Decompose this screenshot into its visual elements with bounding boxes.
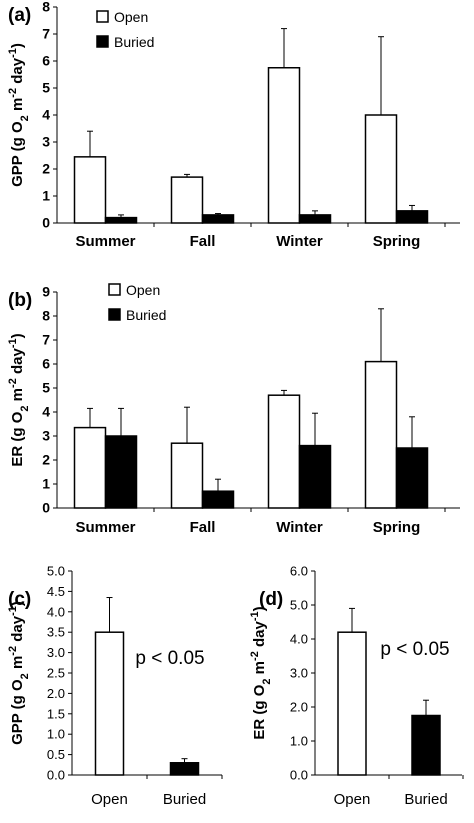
x-tick-label: Open bbox=[334, 791, 371, 808]
y-tick-label: 0.0 bbox=[290, 768, 308, 783]
y-tick-label: 6 bbox=[42, 356, 50, 372]
y-tick-label: 3.0 bbox=[290, 666, 308, 681]
y-tick-label: 6.0 bbox=[290, 564, 308, 579]
legend-label: Buried bbox=[126, 307, 166, 323]
y-tick-label: 5.0 bbox=[47, 564, 65, 579]
bar-open-spring bbox=[364, 114, 398, 224]
y-tick-label: 0.0 bbox=[47, 768, 65, 783]
x-tick-label: Winter bbox=[276, 233, 323, 250]
y-axis-title: ER (g O2 m-2 day-1) bbox=[249, 606, 273, 739]
y-tick-label: 1.5 bbox=[47, 706, 65, 721]
bar-buried-summer bbox=[104, 435, 138, 509]
bar-buried-fall bbox=[201, 490, 235, 509]
y-tick-label: 4 bbox=[42, 107, 50, 123]
y-tick-label: 3.0 bbox=[47, 645, 65, 660]
y-tick-label: 2.5 bbox=[47, 666, 65, 681]
y-tick-label: 7 bbox=[42, 26, 50, 42]
y-tick-label: 9 bbox=[42, 284, 50, 300]
y-tick-label: 5.0 bbox=[290, 598, 308, 613]
y-tick-label: 4 bbox=[42, 404, 50, 420]
bar-open bbox=[94, 631, 125, 776]
x-tick-label: Summer bbox=[75, 233, 135, 250]
bar-open-fall bbox=[170, 442, 204, 509]
bar-buried-spring bbox=[395, 447, 429, 509]
y-tick-label: 1 bbox=[42, 476, 50, 492]
legend-swatch-buried bbox=[96, 35, 109, 48]
legend-label: Open bbox=[126, 282, 160, 298]
x-tick-label: Buried bbox=[163, 791, 206, 808]
bar-buried bbox=[411, 714, 441, 776]
bar-open-winter bbox=[267, 67, 301, 224]
x-tick-label: Spring bbox=[373, 519, 421, 536]
y-axis-title: GPP (g O2 m-2 day-1) bbox=[7, 601, 31, 745]
chart-panel-2: (b) 0 1 2 3 4 5 6 7 8 9 Summer Fall Winter Spring Open B… bbox=[8, 282, 460, 536]
bar-open bbox=[337, 631, 367, 776]
y-tick-label: 4.0 bbox=[290, 632, 308, 647]
y-tick-label: 3 bbox=[42, 134, 50, 150]
y-tick-label: 7 bbox=[42, 332, 50, 348]
x-tick-label: Open bbox=[91, 791, 128, 808]
x-tick-label: Fall bbox=[190, 519, 216, 536]
bar-open-summer bbox=[73, 426, 107, 509]
panel-label: (d) bbox=[259, 589, 283, 610]
y-tick-label: 2.0 bbox=[290, 700, 308, 715]
chart-panel-1: (a) 0 1 2 3 4 5 6 7 8 Summer Fall Winter Spring Open Bu… bbox=[8, 0, 460, 250]
x-tick-label: Fall bbox=[190, 233, 216, 250]
legend-swatch-open bbox=[108, 283, 121, 296]
y-tick-label: 1.0 bbox=[290, 734, 308, 749]
panel-label: (c) bbox=[8, 589, 31, 610]
bar-buried-winter bbox=[298, 214, 332, 224]
legend-label: Open bbox=[114, 9, 148, 25]
panel-label: (b) bbox=[8, 290, 32, 311]
chart-panel-4: (d) 0.0 1.0 2.0 3.0 4.0 5.0 6.0 Open Buried p < 0.… bbox=[259, 564, 464, 808]
y-tick-label: 8 bbox=[42, 308, 50, 324]
x-tick-label: Summer bbox=[75, 519, 135, 536]
y-axis-title: ER (g O2 m-2 day-1) bbox=[7, 333, 31, 466]
y-tick-label: 2 bbox=[42, 452, 50, 468]
y-tick-label: 3.5 bbox=[47, 625, 65, 640]
y-tick-label: 0 bbox=[42, 500, 50, 516]
bar-buried-winter bbox=[298, 444, 332, 509]
y-tick-label: 2.0 bbox=[47, 686, 65, 701]
bar-open-fall bbox=[170, 176, 204, 224]
legend-swatch-open bbox=[96, 10, 109, 23]
y-axis-title: GPP (g O2 m-2 day-1) bbox=[7, 43, 31, 187]
y-tick-label: 0 bbox=[42, 215, 50, 231]
bar-open-spring bbox=[364, 360, 398, 509]
y-tick-label: 8 bbox=[42, 0, 50, 15]
bar-buried-summer bbox=[104, 216, 138, 224]
x-tick-label: Buried bbox=[404, 791, 447, 808]
legend-label: Buried bbox=[114, 34, 154, 50]
panel-label: (a) bbox=[8, 5, 31, 26]
y-tick-label: 2 bbox=[42, 161, 50, 177]
bar-open-summer bbox=[73, 156, 107, 224]
y-tick-label: 4.5 bbox=[47, 584, 65, 599]
y-tick-label: 1.0 bbox=[47, 727, 65, 742]
y-tick-label: 5 bbox=[42, 380, 50, 396]
bar-open-winter bbox=[267, 394, 301, 509]
bar-buried-spring bbox=[395, 210, 429, 224]
y-tick-label: 4.0 bbox=[47, 604, 65, 619]
y-tick-label: 0.5 bbox=[47, 747, 65, 762]
bar-buried-fall bbox=[201, 214, 235, 224]
x-tick-label: Winter bbox=[276, 519, 323, 536]
y-tick-label: 1 bbox=[42, 188, 50, 204]
y-tick-label: 3 bbox=[42, 428, 50, 444]
significance-annotation: p < 0.05 bbox=[135, 648, 204, 669]
y-tick-label: 5 bbox=[42, 80, 50, 96]
significance-annotation: p < 0.05 bbox=[380, 639, 449, 660]
legend-swatch-buried bbox=[108, 308, 121, 321]
y-tick-label: 6 bbox=[42, 53, 50, 69]
chart-panel-3: (c) 0.0 0.5 1.0 1.5 2.0 2.5 3.0 3.5 4.0 4.5 5.0 Open… bbox=[8, 564, 223, 808]
bar-buried bbox=[169, 762, 200, 776]
x-tick-label: Spring bbox=[373, 233, 421, 250]
